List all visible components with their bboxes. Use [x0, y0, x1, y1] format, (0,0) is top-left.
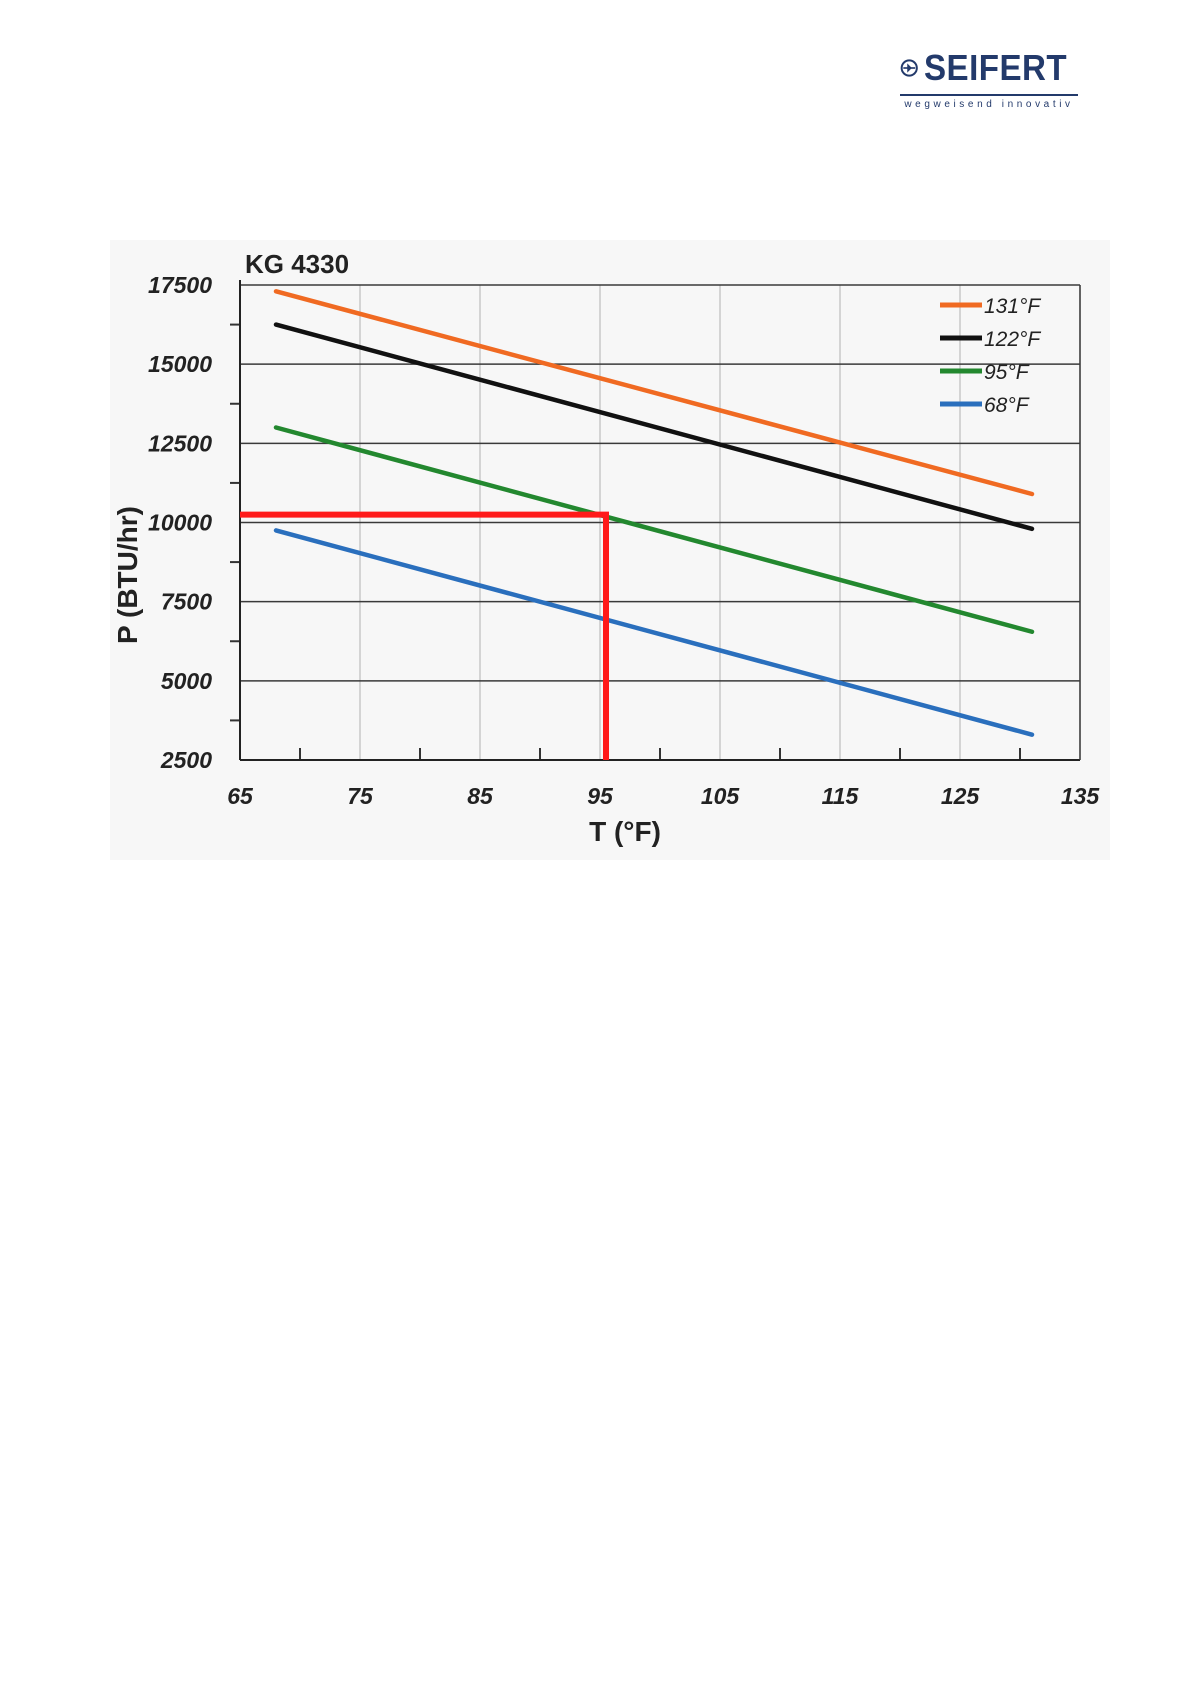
- x-tick-label: 65: [227, 783, 254, 809]
- series-line-3: [273, 425, 1035, 634]
- chart-background: [110, 240, 1110, 860]
- y-tick-label: 7500: [161, 589, 212, 615]
- seifert-emblem-icon: [900, 59, 918, 77]
- axes: 65 75 85 95 105 115 125 135 2500 5000 7500 10000 125…: [148, 272, 1100, 809]
- legend-label-2: 122°F: [984, 328, 1041, 351]
- x-tick-label: 135: [1061, 783, 1101, 809]
- y-tick-label: 5000: [161, 668, 212, 694]
- logo-row: SEIFERT: [900, 50, 1080, 86]
- legend: 131°F 122°F 95°F 68°F: [940, 295, 1041, 417]
- logo-brand: SEIFERT: [924, 47, 1068, 88]
- series-line-2: [273, 322, 1035, 532]
- logo-divider: [900, 94, 1078, 96]
- x-tick-label: 105: [701, 783, 741, 809]
- legend-label-3: 95°F: [984, 361, 1030, 384]
- x-tick-label: 95: [587, 783, 614, 809]
- y-axis-title: P (BTU/hr): [112, 506, 143, 644]
- legend-label-1: 131°F: [984, 295, 1041, 318]
- y-tick-label: 2500: [160, 747, 212, 773]
- series-line-1: [273, 289, 1035, 497]
- reading-guide-line: [240, 511, 609, 760]
- y-tick-label: 12500: [148, 430, 212, 456]
- seifert-logo: SEIFERT wegweisend innovativ: [900, 50, 1080, 120]
- legend-label-4: 68°F: [984, 394, 1030, 417]
- series: [273, 289, 1035, 737]
- x-axis-title: T (°F): [589, 816, 661, 847]
- y-tick-label: 15000: [148, 351, 212, 377]
- grid: [240, 284, 1081, 760]
- y-tick-label: 10000: [148, 510, 212, 536]
- x-tick-label: 85: [467, 783, 494, 809]
- annotation: [240, 511, 609, 760]
- series-line-4: [273, 528, 1035, 737]
- x-tick-label: 75: [347, 783, 374, 809]
- logo-tagline: wegweisend innovativ: [904, 99, 1074, 110]
- x-tick-label: 125: [941, 783, 981, 809]
- x-tick-label: 115: [822, 783, 860, 809]
- chart-title: KG 4330: [245, 249, 349, 279]
- y-tick-label: 17500: [148, 272, 212, 298]
